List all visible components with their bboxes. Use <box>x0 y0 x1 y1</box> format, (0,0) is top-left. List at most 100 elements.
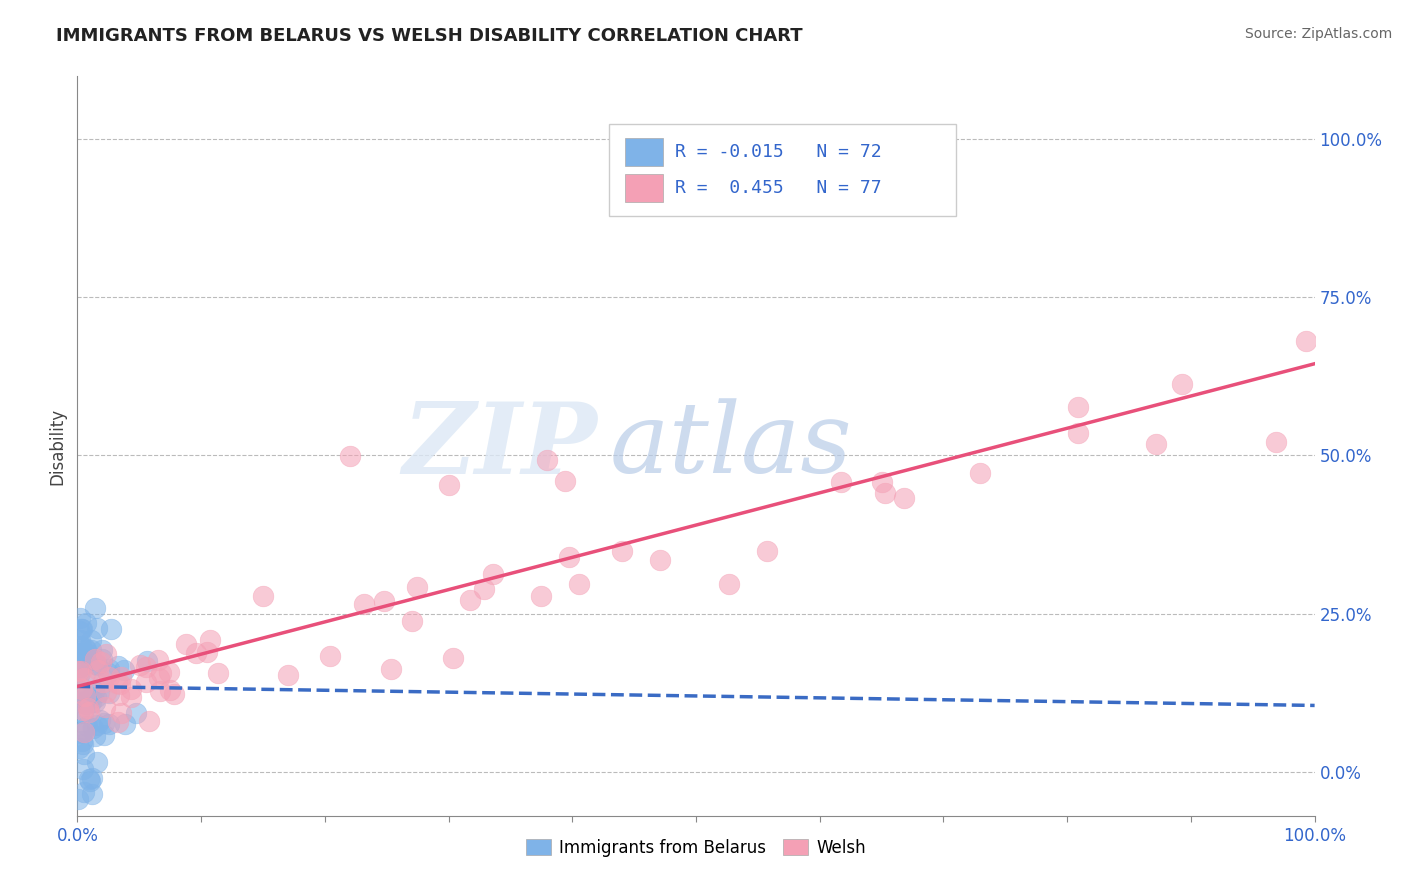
Point <box>80 633 103 648</box>
Point <box>834 151 856 165</box>
Text: R =  0.455   N = 77: R = 0.455 N = 77 <box>675 178 882 196</box>
Point <box>91 674 114 689</box>
Point <box>66 792 89 806</box>
Point <box>75 616 97 631</box>
Point <box>90 655 112 669</box>
Point <box>472 582 495 597</box>
Point <box>79 695 101 709</box>
Point <box>82 788 104 802</box>
Point <box>80 663 103 677</box>
Point <box>718 577 741 591</box>
Point <box>129 658 152 673</box>
Point <box>554 474 576 488</box>
Point <box>79 774 101 789</box>
Point <box>84 652 107 666</box>
Point <box>84 601 107 615</box>
Point <box>755 544 778 558</box>
Point <box>91 652 114 666</box>
Point <box>148 671 170 685</box>
Point <box>89 713 111 727</box>
Point <box>110 670 132 684</box>
Point <box>252 589 274 603</box>
Point <box>136 654 159 668</box>
Point <box>83 695 105 709</box>
Point <box>72 657 94 671</box>
Point <box>67 624 90 639</box>
Point <box>149 683 172 698</box>
Point <box>86 663 108 677</box>
Point <box>135 660 157 674</box>
Text: Source: ZipAtlas.com: Source: ZipAtlas.com <box>1244 27 1392 41</box>
Point <box>107 715 129 730</box>
Point <box>207 666 229 681</box>
Point <box>73 689 96 703</box>
Point <box>67 684 90 698</box>
Point <box>70 733 93 747</box>
Point <box>1171 377 1194 392</box>
Point <box>73 785 96 799</box>
Point <box>67 706 90 720</box>
Point <box>94 685 117 699</box>
Point <box>67 647 90 661</box>
Point <box>72 724 94 739</box>
Point <box>70 623 93 637</box>
Point <box>79 652 101 666</box>
Point <box>97 670 120 684</box>
Point <box>120 690 142 705</box>
Point <box>1146 437 1168 451</box>
Point <box>318 648 340 663</box>
Point <box>1295 334 1317 348</box>
Point <box>536 452 558 467</box>
Point <box>610 544 633 558</box>
FancyBboxPatch shape <box>626 174 662 202</box>
Point <box>76 692 98 706</box>
Point <box>70 682 93 697</box>
Point <box>98 686 121 700</box>
Point <box>441 651 464 665</box>
Point <box>70 623 93 637</box>
Point <box>66 664 89 678</box>
Point <box>530 589 553 603</box>
Point <box>86 657 108 671</box>
Point <box>69 611 91 625</box>
Point <box>373 594 395 608</box>
Point <box>845 151 868 165</box>
Point <box>86 621 108 635</box>
Point <box>77 700 100 714</box>
Point <box>1067 400 1090 414</box>
Point <box>75 643 97 657</box>
Point <box>138 714 160 729</box>
Point <box>73 690 96 704</box>
Point <box>93 699 115 714</box>
Point <box>969 466 991 480</box>
Point <box>406 580 429 594</box>
Point <box>568 576 591 591</box>
Point <box>105 676 128 690</box>
Point <box>72 737 94 751</box>
Point <box>94 647 117 661</box>
Text: ZIP: ZIP <box>402 398 598 494</box>
Text: atlas: atlas <box>609 399 852 493</box>
Point <box>70 639 93 653</box>
Point <box>174 637 197 651</box>
Point <box>80 642 103 657</box>
Point <box>87 685 110 699</box>
Point <box>277 667 299 681</box>
Point <box>69 696 91 710</box>
Point <box>93 715 115 730</box>
Point <box>82 722 104 736</box>
Point <box>77 705 100 719</box>
Point <box>135 675 157 690</box>
Point <box>76 648 98 662</box>
Point <box>159 682 181 697</box>
Point <box>163 687 186 701</box>
Point <box>72 703 94 717</box>
Point <box>72 762 94 776</box>
Point <box>650 552 672 566</box>
Point <box>112 663 135 677</box>
Point <box>353 597 375 611</box>
Point <box>149 665 172 680</box>
Point <box>121 681 143 696</box>
Point <box>870 475 893 489</box>
Point <box>66 690 89 705</box>
